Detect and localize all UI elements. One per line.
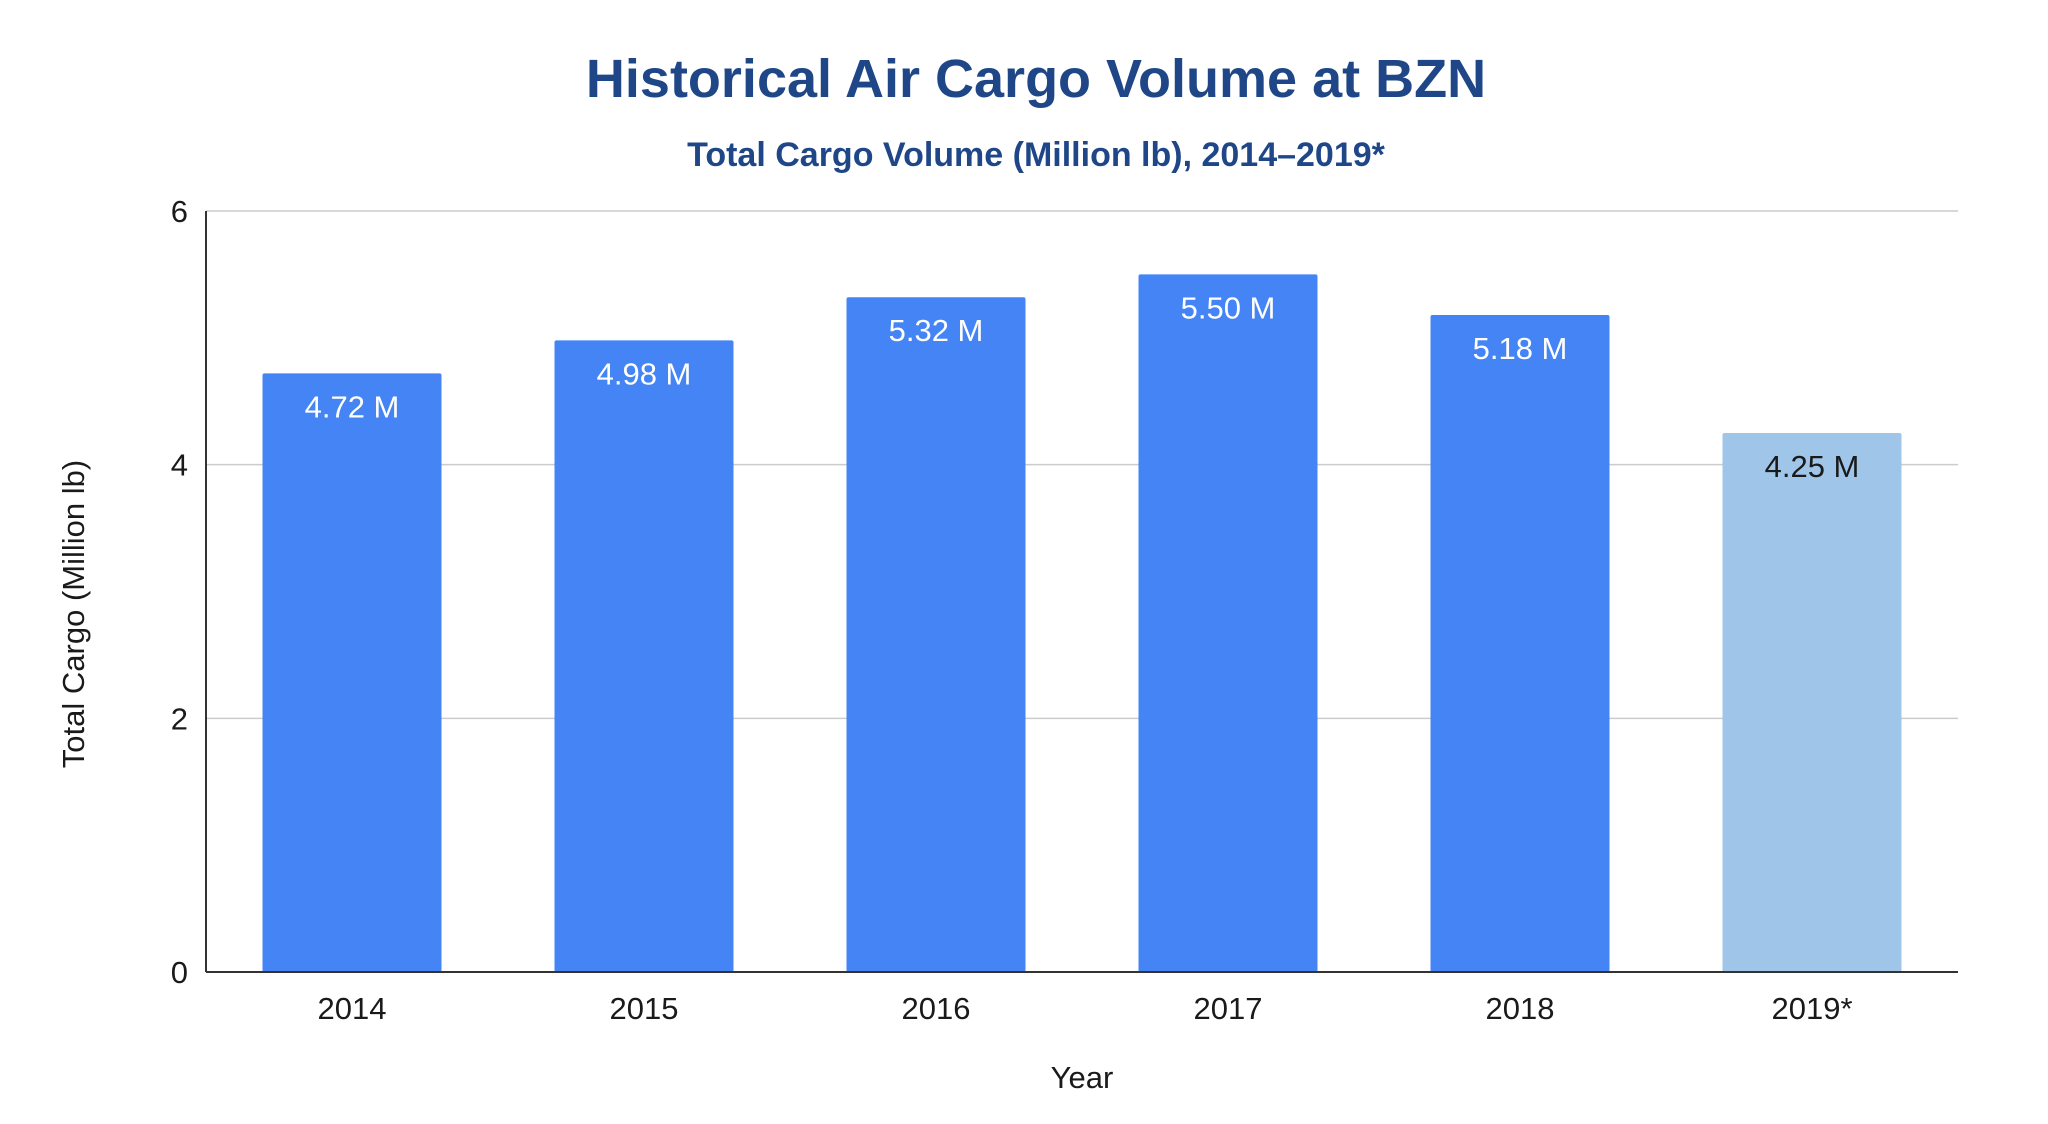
- data-label: 5.18 M: [1473, 331, 1568, 366]
- x-axis-ticks: 2014 2015 2016 2017 2018 2019*: [318, 991, 1853, 1026]
- x-tick-label: 2019*: [1771, 991, 1852, 1026]
- y-tick-label: 6: [171, 194, 188, 229]
- data-label: 4.25 M: [1765, 449, 1860, 484]
- bars: [262, 274, 1902, 973]
- x-axis-label: Year: [1051, 1060, 1114, 1095]
- bar-2017: [1138, 274, 1318, 973]
- data-label: 5.32 M: [889, 313, 984, 348]
- x-tick-label: 2016: [902, 991, 971, 1026]
- x-tick-label: 2014: [318, 991, 387, 1026]
- bar-2015: [554, 340, 734, 972]
- data-labels: 4.72 M 4.98 M 5.32 M 5.50 M 5.18 M 4.25 M: [305, 290, 1860, 484]
- gridlines: [206, 210, 1958, 720]
- data-label: 4.98 M: [597, 356, 692, 391]
- x-tick-label: 2015: [610, 991, 679, 1026]
- y-tick-label: 0: [171, 955, 188, 990]
- y-axis-ticks: 0 2 4 6: [171, 194, 188, 990]
- bar-2018: [1430, 315, 1610, 973]
- chart-subtitle: Total Cargo Volume (Million lb), 2014–20…: [687, 136, 1386, 174]
- bar-2014: [262, 373, 442, 972]
- x-tick-label: 2017: [1194, 991, 1263, 1026]
- chart-title: Historical Air Cargo Volume at BZN: [586, 49, 1486, 109]
- bar-2019: [1722, 432, 1902, 972]
- y-tick-label: 2: [171, 701, 188, 736]
- y-tick-label: 4: [171, 448, 188, 483]
- x-tick-label: 2018: [1486, 991, 1555, 1026]
- y-axis-label: Total Cargo (Million lb): [56, 460, 91, 768]
- bar-2016: [846, 297, 1026, 972]
- data-label: 4.72 M: [305, 389, 400, 424]
- data-label: 5.50 M: [1181, 290, 1276, 325]
